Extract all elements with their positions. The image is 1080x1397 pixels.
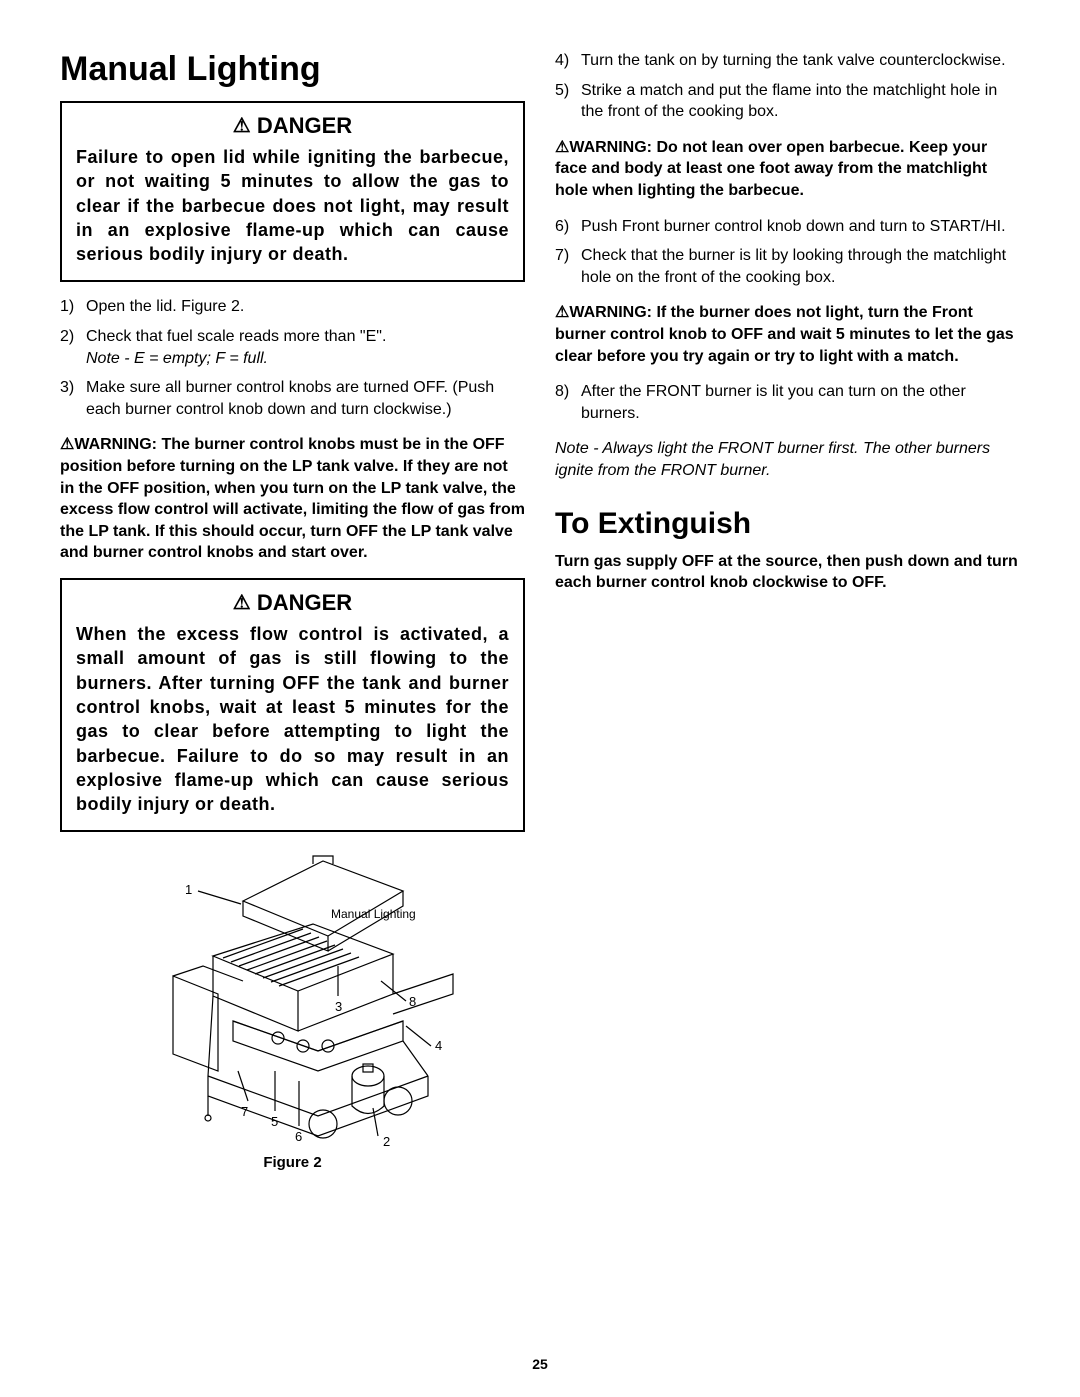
step-5-text: Strike a match and put the flame into th… — [581, 80, 1020, 123]
two-column-layout: Manual Lighting ⚠ DANGER Failure to open… — [60, 50, 1020, 1171]
figure-2: 1 3 8 4 7 5 6 2 Manual Lighting Figure 2 — [60, 846, 525, 1171]
heading-to-extinguish: To Extinguish — [555, 507, 1020, 541]
step-3-text: Make sure all burner control knobs are t… — [86, 377, 525, 420]
note-front-burner: Note - Always light the FRONT burner fir… — [555, 438, 1020, 481]
step-4: 4) Turn the tank on by turning the tank … — [555, 50, 1020, 72]
extinguish-body: Turn gas supply OFF at the source, then … — [555, 551, 1020, 594]
callout-6: 6 — [295, 1129, 302, 1144]
step-6: 6) Push Front burner control knob down a… — [555, 216, 1020, 238]
steps-list-2b: 6) Push Front burner control knob down a… — [555, 216, 1020, 289]
callout-4: 4 — [435, 1038, 442, 1053]
step-1-text: Open the lid. Figure 2. — [86, 296, 525, 318]
danger-1-title: ⚠ DANGER — [76, 113, 509, 139]
warning-triangle-icon: ⚠ — [233, 592, 251, 614]
step-1-num: 1) — [60, 296, 86, 318]
left-column: Manual Lighting ⚠ DANGER Failure to open… — [60, 50, 525, 1171]
figure-2-caption: Figure 2 — [60, 1154, 525, 1171]
danger-box-1: ⚠ DANGER Failure to open lid while ignit… — [60, 101, 525, 282]
right-column: 4) Turn the tank on by turning the tank … — [555, 50, 1020, 1171]
danger-2-title-text: DANGER — [257, 590, 352, 615]
danger-1-body: Failure to open lid while igniting the b… — [76, 145, 509, 266]
step-8: 8) After the FRONT burner is lit you can… — [555, 381, 1020, 424]
figure-inline-label: Manual Lighting — [331, 907, 416, 921]
danger-box-2: ⚠ DANGER When the excess flow control is… — [60, 578, 525, 832]
grill-diagram-svg: 1 3 8 4 7 5 6 2 Manual Lighting — [113, 846, 473, 1146]
danger-2-title: ⚠ DANGER — [76, 590, 509, 616]
steps-list-2a: 4) Turn the tank on by turning the tank … — [555, 50, 1020, 123]
step-4-num: 4) — [555, 50, 581, 72]
step-2: 2) Check that fuel scale reads more than… — [60, 326, 525, 369]
callout-5: 5 — [271, 1114, 278, 1129]
page-number: 25 — [0, 1356, 1080, 1372]
step-8-text: After the FRONT burner is lit you can tu… — [581, 381, 1020, 424]
callout-3: 3 — [335, 999, 342, 1014]
step-8-num: 8) — [555, 381, 581, 424]
step-7-text: Check that the burner is lit by looking … — [581, 245, 1020, 288]
step-6-text: Push Front burner control knob down and … — [581, 216, 1020, 238]
heading-manual-lighting: Manual Lighting — [60, 50, 525, 89]
warning-triangle-icon: ⚠ — [233, 115, 251, 137]
step-5-num: 5) — [555, 80, 581, 123]
callout-2: 2 — [383, 1134, 390, 1146]
warning-2: ⚠WARNING: Do not lean over open barbecue… — [555, 137, 1020, 202]
callout-1: 1 — [185, 882, 192, 897]
steps-list-1: 1) Open the lid. Figure 2. 2) Check that… — [60, 296, 525, 420]
step-3: 3) Make sure all burner control knobs ar… — [60, 377, 525, 420]
steps-list-2c: 8) After the FRONT burner is lit you can… — [555, 381, 1020, 424]
step-2-note: Note - E = empty; F = full. — [86, 350, 268, 367]
step-6-num: 6) — [555, 216, 581, 238]
step-2-main: Check that fuel scale reads more than "E… — [86, 328, 386, 345]
danger-2-body: When the excess flow control is activate… — [76, 622, 509, 816]
step-7-num: 7) — [555, 245, 581, 288]
callout-7: 7 — [241, 1104, 248, 1119]
step-4-text: Turn the tank on by turning the tank val… — [581, 50, 1020, 72]
step-1: 1) Open the lid. Figure 2. — [60, 296, 525, 318]
callout-8: 8 — [409, 994, 416, 1009]
step-2-num: 2) — [60, 326, 86, 369]
step-7: 7) Check that the burner is lit by looki… — [555, 245, 1020, 288]
warning-1: ⚠WARNING: The burner control knobs must … — [60, 434, 525, 564]
danger-1-title-text: DANGER — [257, 113, 352, 138]
step-5: 5) Strike a match and put the flame into… — [555, 80, 1020, 123]
step-2-text: Check that fuel scale reads more than "E… — [86, 326, 525, 369]
manual-page: Manual Lighting ⚠ DANGER Failure to open… — [0, 0, 1080, 1397]
warning-3: ⚠WARNING: If the burner does not light, … — [555, 302, 1020, 367]
step-3-num: 3) — [60, 377, 86, 420]
